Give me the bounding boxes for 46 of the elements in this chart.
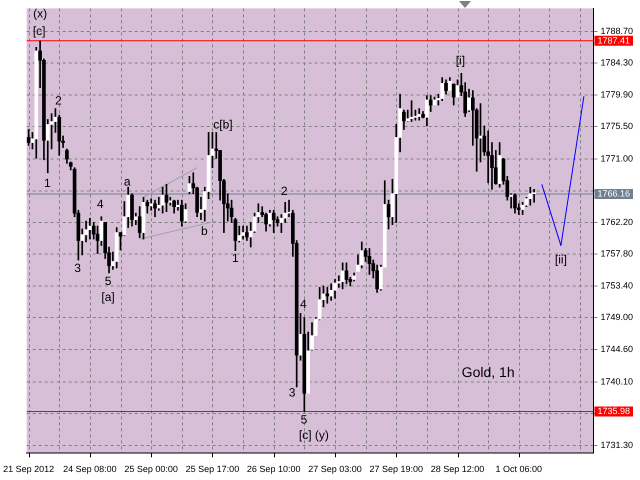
y-tick-label: 1740.10 — [600, 376, 634, 386]
y-tick-label: 1749.00 — [600, 312, 634, 322]
y-tick-label: 1788.70 — [600, 26, 634, 36]
annotation: 5 — [104, 274, 112, 288]
annotation: [ii] — [554, 252, 567, 266]
ref-line-label: 1766.16 — [597, 188, 630, 198]
ref-line-label: 1735.98 — [597, 406, 630, 416]
annotation: 2 — [55, 94, 62, 108]
y-tick-label: 1775.50 — [600, 121, 634, 132]
y-tick-label: 1779.90 — [600, 89, 634, 100]
x-tick-label: 27 Sep 03:00 — [308, 464, 362, 474]
annotation: [c] — [32, 24, 46, 38]
annotation: a — [124, 174, 131, 188]
y-tick-label: 1771.00 — [600, 154, 634, 164]
annotation: 4 — [300, 297, 308, 312]
x-tick-label: 25 Sep 17:00 — [186, 464, 240, 474]
x-tick-label: 26 Sep 10:00 — [246, 464, 300, 474]
annotation: [a] — [101, 290, 115, 304]
y-tick-label: 1784.30 — [600, 58, 634, 68]
y-tick-label: 1757.80 — [600, 248, 634, 259]
x-tick-label: 24 Sep 08:00 — [63, 464, 117, 474]
annotation: [i] — [456, 53, 466, 68]
y-tick-label: 1731.30 — [600, 440, 634, 450]
annotation: 4 — [96, 196, 104, 211]
annotation: b — [201, 224, 208, 238]
annotation: 3 — [288, 386, 296, 400]
annotation: [c] (y) — [298, 428, 329, 442]
candlestick — [478, 103, 482, 162]
annotation: c[b] — [213, 118, 233, 132]
annotation: 2 — [280, 184, 288, 198]
candlestick — [410, 100, 414, 122]
ref-line-label: 1787.41 — [597, 35, 630, 46]
annotation: 3 — [74, 260, 82, 275]
y-tick-label: 1753.40 — [600, 280, 634, 290]
annotation: 1 — [232, 250, 240, 265]
x-tick-label: 25 Sep 00:00 — [124, 464, 178, 474]
annotation: Gold, 1h — [462, 364, 515, 380]
y-tick-label: 1762.20 — [600, 216, 634, 227]
annotation: 1 — [44, 176, 52, 190]
y-tick-label: 1744.60 — [600, 344, 634, 354]
x-tick-label: 1 Oct 06:00 — [496, 464, 542, 474]
x-tick-label: 28 Sep 12:00 — [430, 464, 484, 474]
annotation: 5 — [300, 412, 308, 426]
annotation: (x) — [33, 6, 48, 20]
x-tick-label: 21 Sep 2012 — [3, 464, 54, 474]
x-tick-label: 27 Sep 19:00 — [369, 464, 424, 474]
